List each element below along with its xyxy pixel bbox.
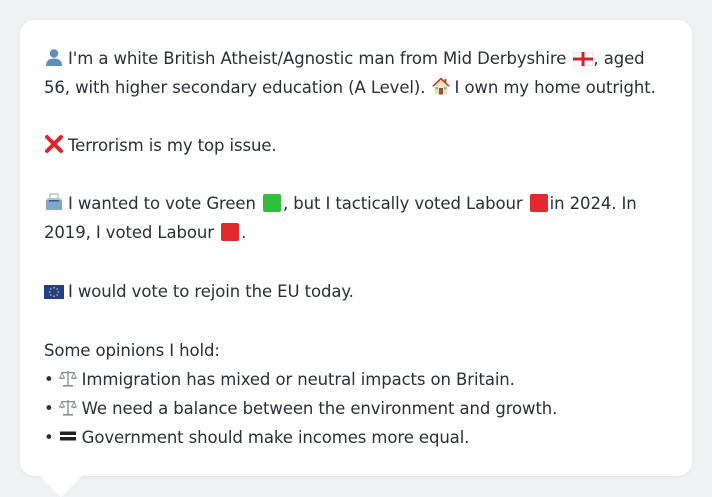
house-icon — [431, 77, 450, 95]
equals-icon — [59, 431, 76, 441]
opinion-text: We need a balance between the environmen… — [81, 399, 558, 418]
cross-mark-icon — [45, 135, 63, 153]
intro-text-1: I'm a white British Atheist/Agnostic man… — [68, 49, 567, 68]
top-issue-text: Terrorism is my top issue. — [68, 136, 277, 155]
voting-paragraph: I wanted to vote Green , but I tacticall… — [44, 189, 670, 247]
red-square-icon — [221, 223, 240, 241]
england-flag-icon — [573, 52, 594, 66]
bullet: • — [44, 428, 54, 447]
ballot-box-icon — [46, 193, 62, 210]
opinion-item: • Government should make incomes more eq… — [44, 423, 670, 452]
opinion-text: Government should make incomes more equa… — [81, 428, 470, 447]
scales-icon — [58, 400, 77, 416]
opinions-heading: Some opinions I hold: — [44, 341, 220, 360]
bullet: • — [44, 399, 54, 418]
eu-flag-icon — [44, 285, 64, 299]
scales-icon — [58, 371, 77, 387]
speech-bubble-tail — [40, 476, 82, 497]
intro-text-3: I own my home outright. — [454, 78, 656, 97]
profile-message-card: I'm a white British Atheist/Agnostic man… — [20, 20, 692, 476]
opinion-text: Immigration has mixed or neutral impacts… — [81, 370, 515, 389]
vote-text-2: , but I tactically voted Labour — [282, 194, 523, 213]
top-issue-paragraph: Terrorism is my top issue. — [44, 131, 670, 160]
intro-text-2: , aged 56, with higher secondary educati… — [44, 49, 645, 97]
green-square-icon — [262, 194, 281, 212]
opinion-item: • We need a balance between the environm… — [44, 394, 670, 423]
vote-text-4: . — [241, 223, 247, 242]
eu-text: I would vote to rejoin the EU today. — [68, 282, 354, 301]
vote-text-1: I wanted to vote Green — [68, 194, 256, 213]
bullet: • — [44, 370, 54, 389]
person-icon — [46, 49, 62, 66]
opinion-item: • Immigration has mixed or neutral impac… — [44, 365, 670, 394]
eu-paragraph: I would vote to rejoin the EU today. — [44, 277, 670, 306]
intro-paragraph: I'm a white British Atheist/Agnostic man… — [44, 44, 670, 102]
vote-text-3: in 2024. In 2019, I voted Labour — [44, 194, 637, 242]
red-square-icon — [529, 194, 548, 212]
